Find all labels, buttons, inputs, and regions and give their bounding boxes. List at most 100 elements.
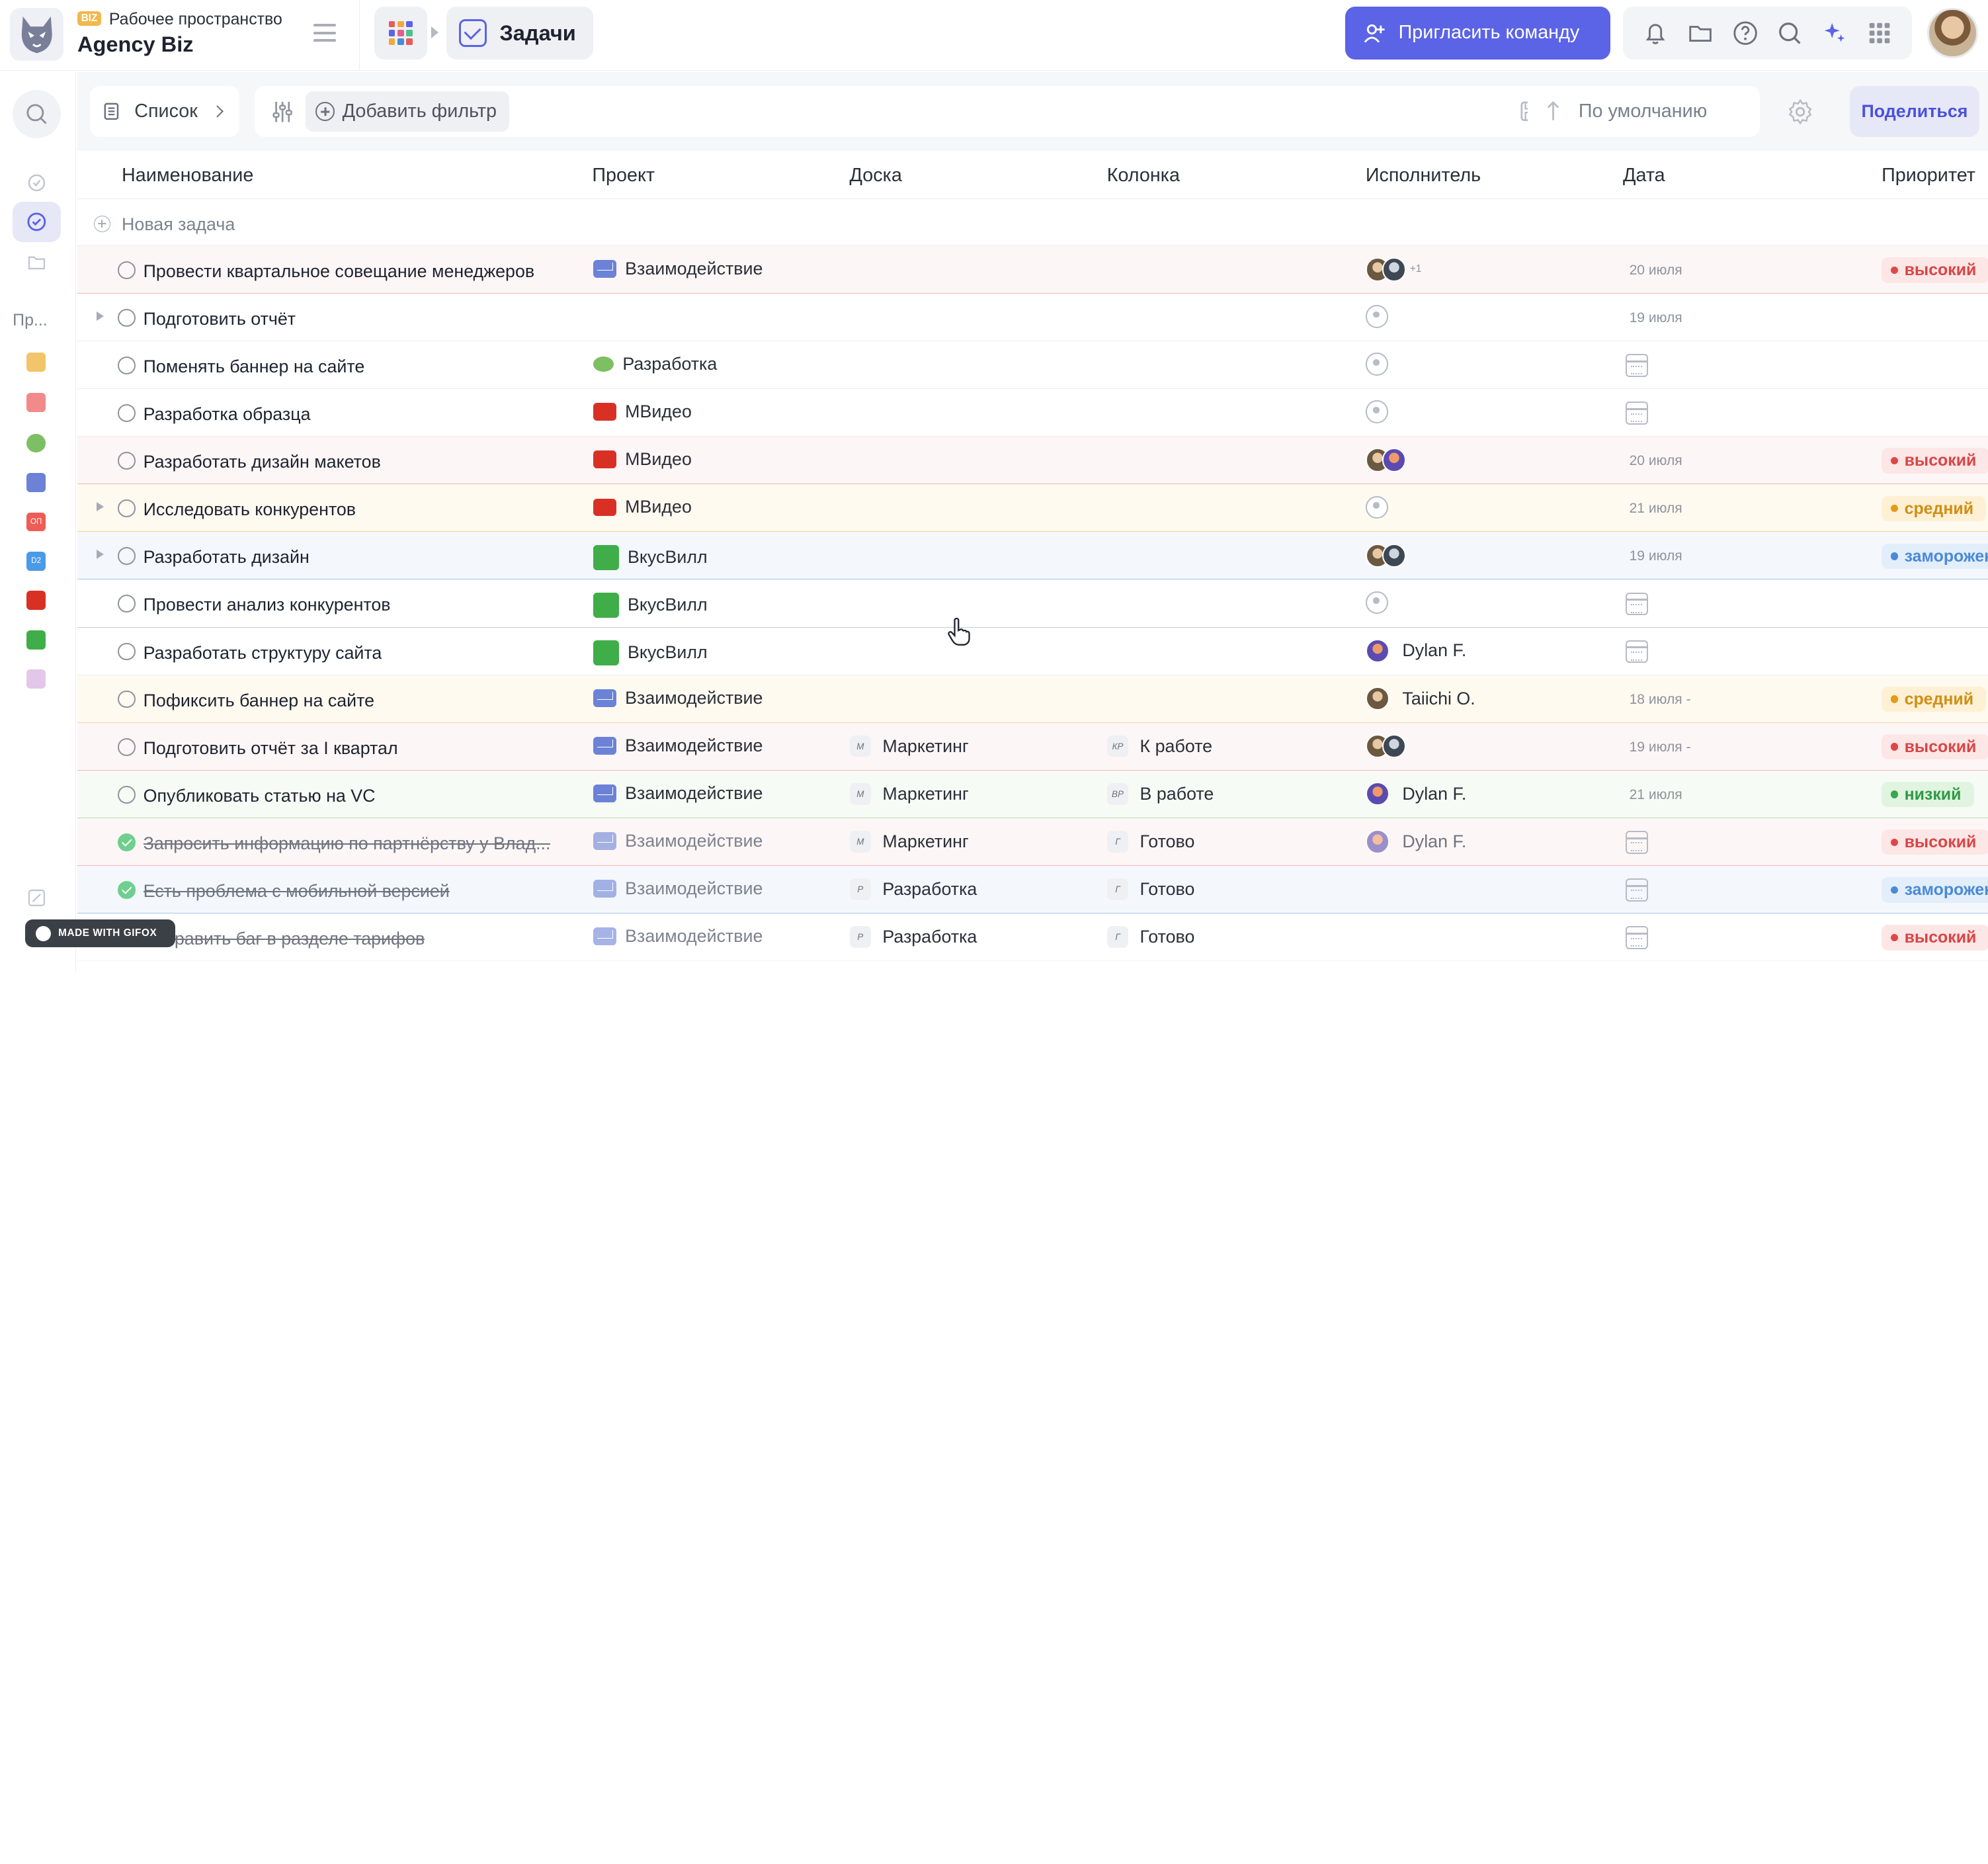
task-project[interactable]: ВкусВилл [593, 640, 708, 666]
rail-project-pink-icon[interactable] [26, 669, 46, 689]
new-task-row[interactable]: Новая задача [77, 199, 1988, 246]
task-assignee[interactable]: Dylan F. [1365, 638, 1466, 663]
table-row[interactable]: Поменять баннер на сайте Разработка [77, 341, 1988, 390]
task-assignee[interactable] [1365, 353, 1389, 376]
task-done-checkbox[interactable] [118, 880, 136, 899]
add-filter-button[interactable]: Добавить фильтр [306, 91, 510, 132]
task-status-checkbox[interactable] [118, 452, 136, 470]
task-status-checkbox[interactable] [118, 261, 136, 279]
task-assignee[interactable]: Dylan F. [1365, 829, 1466, 854]
table-row[interactable]: Опубликовать статью на VC Взаимодействие… [77, 770, 1988, 818]
task-name[interactable]: Подготовить отчёт [143, 308, 296, 329]
task-project[interactable]: Взаимодействие [593, 878, 763, 899]
calendar-icon[interactable] [1625, 592, 1649, 616]
column-header-name[interactable]: Наименование [122, 165, 254, 187]
expand-arrow-icon[interactable] [96, 502, 104, 512]
task-name[interactable]: Провести анализ конкурентов [143, 595, 391, 615]
table-row[interactable]: Провести анализ конкурентов ВкусВилл [77, 579, 1988, 628]
folder-icon[interactable] [1686, 19, 1714, 47]
task-project[interactable]: Взаимодействие [593, 688, 763, 708]
priority-badge[interactable]: заморожен [1882, 543, 1988, 569]
priority-badge[interactable]: высокий [1882, 925, 1988, 951]
task-project[interactable]: ВкусВилл [593, 592, 708, 618]
calendar-icon[interactable] [1625, 354, 1649, 377]
view-switcher[interactable]: Список [90, 86, 240, 138]
task-name[interactable]: Разработать дизайн макетов [143, 452, 381, 472]
rail-search-button[interactable] [13, 90, 62, 138]
rail-tasks-button[interactable] [13, 201, 62, 243]
search-icon[interactable] [1776, 19, 1803, 47]
help-icon[interactable] [1731, 19, 1759, 47]
calendar-icon[interactable] [1625, 831, 1649, 854]
apps-grid-button[interactable] [374, 6, 428, 60]
rail-my-tasks-button[interactable] [23, 169, 51, 196]
task-name[interactable]: Провести квартальное совещание менеджеро… [143, 261, 535, 281]
task-name[interactable]: Запросить информацию по партнёрству у Вл… [143, 833, 551, 853]
invite-team-button[interactable]: Пригласить команду [1345, 6, 1610, 60]
table-row[interactable]: Подготовить отчёт за I квартал Взаимодей… [77, 722, 1988, 771]
user-avatar[interactable] [1927, 7, 1978, 59]
task-column[interactable]: Г Готово [1106, 831, 1194, 853]
calendar-icon[interactable] [1625, 878, 1649, 902]
priority-badge[interactable]: низкий [1882, 782, 1974, 808]
table-row[interactable]: Пофиксить баннер на сайте Взаимодействие… [77, 675, 1988, 723]
task-status-checkbox[interactable] [118, 595, 136, 613]
priority-badge[interactable]: высокий [1882, 448, 1988, 474]
task-name[interactable]: Исследовать конкурентов [143, 499, 356, 520]
task-date[interactable]: 21 июля [1629, 786, 1682, 802]
column-header-column[interactable]: Колонка [1106, 165, 1180, 187]
task-board[interactable]: Р Разработка [849, 926, 977, 948]
task-column[interactable]: Г Готово [1106, 926, 1194, 948]
tasks-tab[interactable]: Задачи [446, 6, 594, 60]
rail-project-d2-icon[interactable]: D2 [26, 551, 46, 571]
task-name[interactable]: Есть проблема с мобильной версией [143, 880, 450, 901]
table-row[interactable]: Провести квартальное совещание менеджеро… [77, 245, 1988, 294]
priority-badge[interactable]: средний [1882, 686, 1987, 712]
rail-files-button[interactable] [23, 249, 51, 276]
task-assignee[interactable] [1365, 305, 1389, 328]
calendar-icon[interactable] [1625, 926, 1649, 949]
task-date[interactable]: 19 июля [1629, 310, 1682, 325]
calendar-icon[interactable] [1625, 402, 1649, 425]
task-status-checkbox[interactable] [118, 308, 136, 327]
rail-project-vkusvill-icon[interactable] [26, 630, 46, 650]
task-name[interactable]: Разработка образца [143, 404, 311, 425]
task-date[interactable]: 20 июля [1629, 262, 1682, 278]
task-status-checkbox[interactable] [118, 404, 136, 422]
table-row[interactable]: Есть проблема с мобильной версией Взаимо… [77, 865, 1988, 913]
task-date[interactable]: 19 июля - [1629, 739, 1691, 755]
rail-project-rocket-icon[interactable] [26, 393, 46, 413]
task-board[interactable]: Р Разработка [849, 878, 977, 900]
task-assignee[interactable] [1365, 495, 1389, 519]
task-status-checkbox[interactable] [118, 357, 136, 374]
task-assignee[interactable] [1365, 543, 1407, 568]
calendar-icon[interactable] [1625, 640, 1649, 663]
task-project[interactable]: МВидео [593, 402, 692, 422]
task-assignee[interactable] [1365, 591, 1389, 614]
column-header-priority[interactable]: Приоритет [1882, 165, 1975, 187]
expand-arrow-icon[interactable] [96, 311, 104, 321]
workspace-logo[interactable] [10, 7, 63, 62]
rail-project-avatar-icon[interactable] [26, 352, 46, 372]
column-header-assignee[interactable]: Исполнитель [1365, 165, 1481, 187]
table-row[interactable]: Разработать структуру сайта ВкусВилл Dyl… [77, 628, 1988, 675]
task-assignee[interactable] [1365, 734, 1407, 759]
bell-icon[interactable] [1641, 19, 1669, 47]
task-project[interactable]: Взаимодействие [593, 259, 763, 279]
task-project[interactable]: Взаимодействие [593, 736, 763, 756]
task-name[interactable]: Исправить баг в разделе тарифов [143, 929, 425, 949]
table-row[interactable]: Разработать дизайн ВкусВилл 19 июля замо… [77, 532, 1988, 580]
task-project[interactable]: МВидео [593, 497, 692, 517]
task-status-checkbox[interactable] [118, 642, 136, 661]
task-date[interactable]: 18 июля - [1629, 691, 1691, 707]
priority-badge[interactable]: заморожен [1882, 877, 1988, 903]
task-assignee[interactable]: Dylan F. [1365, 782, 1466, 806]
task-status-checkbox[interactable] [118, 785, 136, 804]
task-column[interactable]: КР К работе [1106, 735, 1212, 757]
task-date[interactable]: 20 июля [1629, 453, 1682, 469]
table-row[interactable]: Разработать дизайн макетов МВидео 20 июл… [77, 437, 1988, 485]
task-project[interactable]: Взаимодействие [593, 926, 763, 947]
task-project[interactable]: ВкусВилл [593, 544, 708, 570]
table-row[interactable]: Подготовить отчёт 19 июля [77, 294, 1988, 342]
task-column[interactable]: ВР В работе [1106, 783, 1214, 805]
